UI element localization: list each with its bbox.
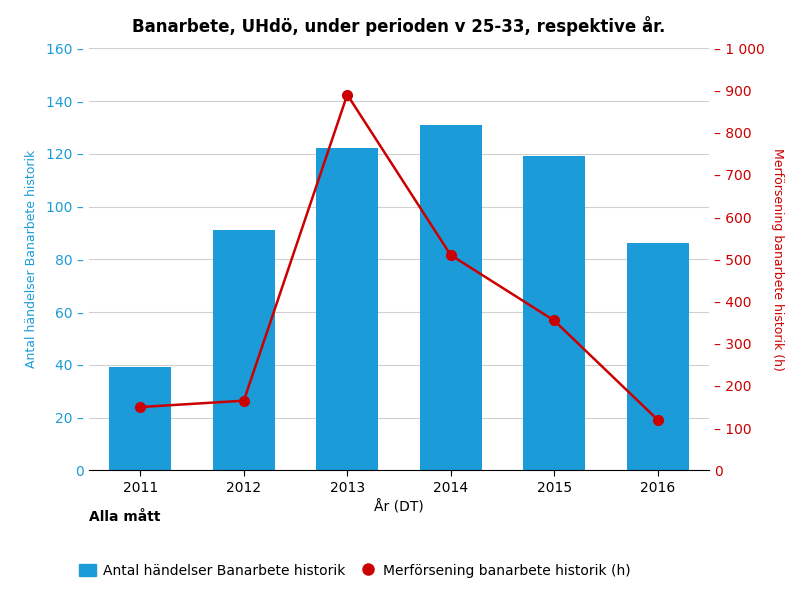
Bar: [316, 148, 378, 470]
Y-axis label: Antal händelser Banarbete historik: Antal händelser Banarbete historik: [25, 150, 38, 368]
Y-axis label: Merförsening banarbete historik (h): Merförsening banarbete historik (h): [771, 148, 784, 371]
Bar: [626, 244, 688, 470]
Title: Banarbete, UHdö, under perioden v 25-33, respektive år.: Banarbete, UHdö, under perioden v 25-33,…: [132, 16, 666, 36]
Legend: Antal händelser Banarbete historik, Merförsening banarbete historik (h): Antal händelser Banarbete historik, Merf…: [80, 564, 630, 578]
Bar: [420, 125, 482, 470]
X-axis label: År (DT): År (DT): [374, 500, 424, 515]
Bar: [110, 367, 172, 470]
Bar: [523, 156, 585, 470]
Bar: [213, 230, 275, 470]
Text: Alla mått: Alla mått: [89, 510, 160, 523]
